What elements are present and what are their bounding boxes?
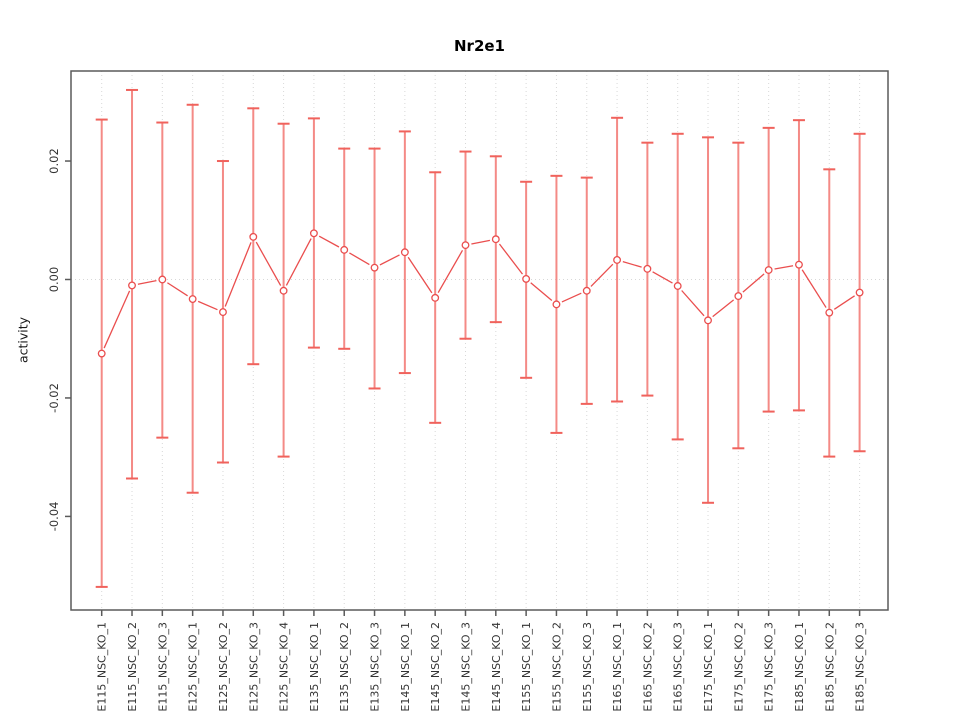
x-tick-label: E175_NSC_KO_2 xyxy=(732,622,745,712)
x-tick-label: E135_NSC_KO_3 xyxy=(369,622,382,712)
chart-title: Nr2e1 xyxy=(454,37,505,55)
series-segment xyxy=(742,273,765,293)
series-segment xyxy=(379,254,400,266)
x-tick-label: E175_NSC_KO_3 xyxy=(763,622,776,712)
data-point xyxy=(461,241,470,250)
series-segment xyxy=(318,235,340,248)
data-point xyxy=(249,232,258,241)
y-tick-label: -0.02 xyxy=(47,383,61,413)
series-segment xyxy=(530,282,553,302)
series-segment xyxy=(471,239,491,245)
x-tick-label: E185_NSC_KO_2 xyxy=(823,622,836,712)
x-tick-label: E135_NSC_KO_2 xyxy=(338,622,351,712)
data-point xyxy=(128,281,136,290)
series-segment xyxy=(103,290,131,349)
data-point xyxy=(158,275,167,284)
x-tick-label: E145_NSC_KO_4 xyxy=(490,622,503,712)
data-point xyxy=(279,286,288,295)
series-segment xyxy=(407,256,433,294)
x-tick-label: E115_NSC_KO_3 xyxy=(156,622,169,712)
x-tick-label: E125_NSC_KO_3 xyxy=(247,622,260,712)
data-point xyxy=(400,248,409,257)
x-tick-label: E185_NSC_KO_1 xyxy=(793,622,806,712)
x-tick-label: E155_NSC_KO_3 xyxy=(581,622,594,712)
data-point xyxy=(370,263,379,272)
x-tick-label: E125_NSC_KO_4 xyxy=(278,622,291,712)
data-point xyxy=(704,316,712,325)
x-tick-label: E165_NSC_KO_3 xyxy=(672,622,685,712)
x-tick-label: E125_NSC_KO_1 xyxy=(187,622,200,712)
data-point xyxy=(795,260,803,269)
x-tick-label: E185_NSC_KO_3 xyxy=(854,622,867,712)
series-segment xyxy=(224,242,252,307)
x-tick-label: E175_NSC_KO_1 xyxy=(702,622,715,712)
data-point xyxy=(340,245,349,254)
data-point xyxy=(582,286,591,295)
x-tick-label: E145_NSC_KO_1 xyxy=(399,622,412,712)
data-point xyxy=(491,235,500,244)
series-segment xyxy=(681,290,705,317)
series-segment xyxy=(774,265,794,270)
series-segment xyxy=(197,300,218,311)
data-point xyxy=(673,282,682,290)
data-point xyxy=(643,264,652,273)
data-point xyxy=(764,266,773,274)
data-point xyxy=(309,229,318,238)
series-segment xyxy=(349,252,370,266)
x-tick-label: E145_NSC_KO_3 xyxy=(459,622,472,712)
y-tick-label: -0.04 xyxy=(47,502,61,532)
x-tick-label: E125_NSC_KO_2 xyxy=(217,622,230,712)
series-segment xyxy=(801,269,827,308)
series-segment xyxy=(498,243,523,275)
x-tick-label: E135_NSC_KO_1 xyxy=(308,622,321,712)
data-point xyxy=(219,308,227,317)
data-point xyxy=(825,308,834,317)
data-point xyxy=(855,288,864,297)
series-segment xyxy=(590,263,614,287)
data-point xyxy=(431,293,440,302)
series-segment xyxy=(285,238,312,286)
x-tick-label: E155_NSC_KO_2 xyxy=(550,622,563,712)
data-point xyxy=(522,274,531,283)
series-segment xyxy=(561,292,582,303)
data-point xyxy=(613,255,622,264)
data-point xyxy=(552,300,561,309)
data-point xyxy=(97,349,106,358)
series-segment xyxy=(622,261,642,268)
series-segment xyxy=(652,271,673,284)
series-segment xyxy=(167,282,188,297)
y-tick-label: 0.02 xyxy=(47,148,61,174)
series-segment xyxy=(255,241,282,286)
data-point xyxy=(188,295,197,303)
x-tick-label: E165_NSC_KO_1 xyxy=(611,622,624,712)
x-tick-label: E155_NSC_KO_1 xyxy=(520,622,533,712)
series-segment xyxy=(437,250,464,293)
x-tick-label: E115_NSC_KO_2 xyxy=(126,622,139,712)
data-point xyxy=(734,292,743,301)
series-segment xyxy=(712,299,735,318)
y-tick-label: 0.00 xyxy=(47,267,61,293)
x-tick-label: E165_NSC_KO_2 xyxy=(641,622,654,712)
x-tick-label: E115_NSC_KO_1 xyxy=(96,622,109,712)
plot-box xyxy=(70,70,889,611)
x-tick-label: E145_NSC_KO_2 xyxy=(429,622,442,712)
series-segment xyxy=(137,280,157,285)
series-segment xyxy=(833,295,855,310)
